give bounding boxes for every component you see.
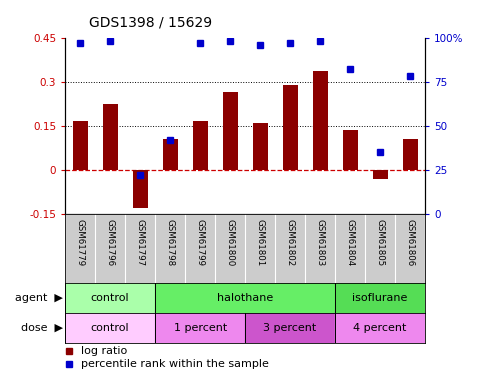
- Bar: [342, 130, 357, 170]
- Text: GSM61801: GSM61801: [256, 219, 265, 267]
- Text: isoflurane: isoflurane: [353, 293, 408, 303]
- Bar: [372, 170, 387, 178]
- Bar: [245, 313, 335, 343]
- Text: GSM61805: GSM61805: [376, 219, 384, 267]
- Text: GDS1398 / 15629: GDS1398 / 15629: [89, 15, 213, 29]
- Text: GSM61797: GSM61797: [136, 219, 145, 266]
- Text: dose  ▶: dose ▶: [21, 323, 63, 333]
- Bar: [133, 170, 148, 208]
- Bar: [253, 123, 268, 170]
- Text: GSM61804: GSM61804: [345, 219, 355, 267]
- Text: GSM61796: GSM61796: [106, 219, 114, 266]
- Text: 1 percent: 1 percent: [173, 323, 227, 333]
- Bar: [155, 283, 335, 313]
- Text: GSM61806: GSM61806: [406, 219, 414, 267]
- Bar: [223, 92, 238, 170]
- Bar: [193, 121, 208, 170]
- Text: GSM61803: GSM61803: [315, 219, 325, 267]
- Bar: [103, 104, 118, 170]
- Bar: [335, 283, 425, 313]
- Text: 4 percent: 4 percent: [354, 323, 407, 333]
- Text: log ratio: log ratio: [82, 346, 128, 356]
- Text: GSM61799: GSM61799: [196, 219, 205, 266]
- Text: halothane: halothane: [217, 293, 273, 303]
- Text: 3 percent: 3 percent: [264, 323, 317, 333]
- Text: agent  ▶: agent ▶: [15, 293, 63, 303]
- Bar: [335, 313, 425, 343]
- Bar: [155, 313, 245, 343]
- Bar: [73, 121, 88, 170]
- Text: GSM61800: GSM61800: [226, 219, 235, 267]
- Bar: [313, 71, 327, 170]
- Text: GSM61779: GSM61779: [76, 219, 85, 266]
- Bar: [402, 139, 417, 170]
- Text: GSM61798: GSM61798: [166, 219, 175, 266]
- Bar: [65, 283, 155, 313]
- Text: GSM61802: GSM61802: [285, 219, 295, 267]
- Bar: [283, 84, 298, 170]
- Text: control: control: [91, 323, 129, 333]
- Bar: [65, 313, 155, 343]
- Text: control: control: [91, 293, 129, 303]
- Text: percentile rank within the sample: percentile rank within the sample: [82, 359, 270, 369]
- Bar: [163, 139, 178, 170]
